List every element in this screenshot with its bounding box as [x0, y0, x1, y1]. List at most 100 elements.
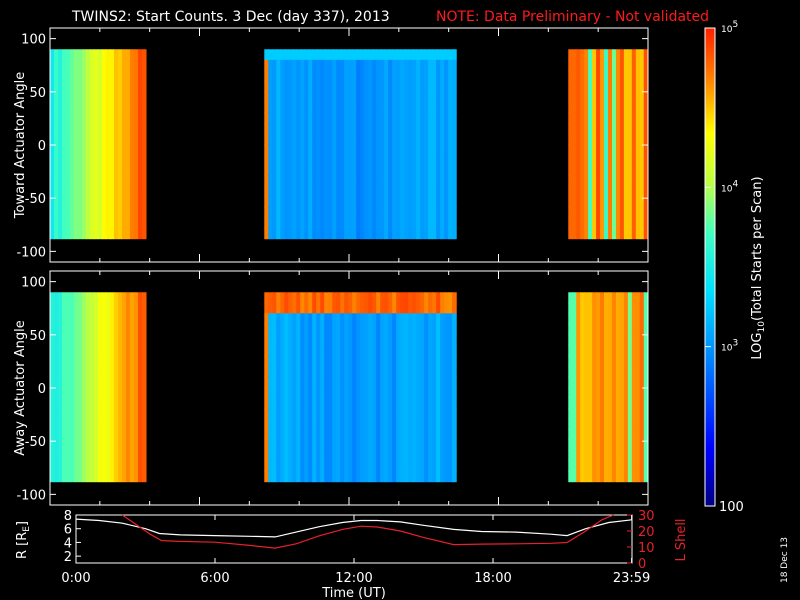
heatmap-cell	[292, 112, 297, 124]
heatmap-cell	[61, 175, 67, 187]
heatmap-cell	[332, 91, 337, 103]
heatmap-cell	[568, 207, 573, 219]
heatmap-cell	[400, 207, 405, 219]
heatmap-cell	[324, 323, 329, 335]
heatmap-cell	[264, 439, 269, 451]
heatmap-cell	[105, 471, 111, 483]
heatmap-cell	[276, 302, 281, 314]
heatmap-cell	[568, 439, 573, 451]
heatmap-cell	[412, 164, 417, 177]
heatmap-cell	[448, 154, 453, 166]
heatmap-cell	[129, 175, 135, 187]
heatmap-cell	[141, 112, 147, 124]
heatmap-cell	[280, 143, 285, 156]
heatmap-cell	[600, 49, 605, 61]
heatmap-cell	[336, 133, 341, 145]
heatmap-cell	[428, 228, 433, 240]
heatmap-cell	[452, 376, 457, 388]
heatmap-cell	[316, 164, 321, 177]
heatmap-cell	[117, 344, 123, 356]
heatmap-cell	[332, 450, 337, 462]
heatmap-cell	[77, 49, 83, 61]
heatmap-cell	[133, 133, 139, 145]
heatmap-cell	[600, 439, 605, 451]
heatmap-cell	[280, 407, 285, 420]
heatmap-cell	[631, 91, 637, 103]
heatmap-cell	[276, 175, 281, 187]
heatmap-cell	[336, 429, 341, 441]
heatmap-cell	[572, 49, 577, 61]
heatmap-cell	[141, 418, 147, 430]
heatmap-cell	[388, 80, 393, 92]
heatmap-cell	[320, 397, 325, 409]
heatmap-cell	[416, 439, 421, 451]
heatmap-cell	[448, 460, 453, 472]
heatmap-cell	[452, 365, 457, 378]
heatmap-cell	[380, 292, 385, 304]
heatmap-cell	[623, 143, 629, 156]
heatmap-cell	[296, 112, 301, 124]
heatmap-cell	[388, 49, 393, 61]
heatmap-cell	[65, 460, 71, 472]
heatmap-cell	[360, 228, 365, 240]
heatmap-cell	[580, 186, 585, 198]
heatmap-cell	[141, 101, 147, 113]
heatmap-cell	[125, 49, 131, 61]
heatmap-cell	[137, 217, 143, 229]
heatmap-cell	[380, 133, 385, 145]
heatmap-cell	[416, 334, 421, 346]
heatmap-cell	[619, 101, 625, 113]
heatmap-cell	[580, 91, 585, 103]
heatmap-cell	[615, 59, 621, 71]
heatmap-cell	[376, 429, 381, 441]
heatmap-cell	[137, 302, 143, 314]
heatmap-cell	[392, 122, 397, 135]
heatmap-cell	[316, 376, 321, 388]
heatmap-cell	[89, 49, 95, 61]
heatmap-cell	[304, 49, 309, 61]
heatmap-cell	[77, 376, 83, 388]
heatmap-cell	[420, 186, 425, 198]
heatmap-cell	[328, 186, 333, 198]
heatmap-cell	[272, 471, 277, 483]
heatmap-cell	[631, 355, 637, 367]
heatmap-cell	[328, 344, 333, 356]
heatmap-cell	[604, 376, 609, 388]
heatmap-cell	[619, 313, 625, 325]
heatmap-cell	[280, 133, 285, 145]
heatmap-cell	[61, 334, 67, 346]
heatmap-cell	[596, 196, 601, 208]
heatmap-cell	[452, 386, 457, 399]
heatmap-cell	[93, 323, 99, 335]
heatmap-cell	[420, 80, 425, 92]
heatmap-cell	[608, 228, 613, 240]
heatmap-cell	[432, 154, 437, 166]
heatmap-cell	[264, 418, 269, 430]
heatmap-cell	[141, 313, 147, 325]
heatmap-cell	[109, 49, 115, 61]
y-tick-label: 100	[21, 33, 46, 48]
heatmap-cell	[268, 164, 273, 177]
heatmap-cell	[420, 164, 425, 177]
heatmap-cell	[416, 196, 421, 208]
heatmap-cell	[420, 228, 425, 240]
heatmap-cell	[65, 376, 71, 388]
heatmap-cell	[623, 228, 629, 240]
heatmap-cell	[576, 460, 581, 472]
heatmap-cell	[280, 397, 285, 409]
heatmap-cell	[288, 112, 293, 124]
heatmap-cell	[344, 228, 349, 240]
heatmap-cell	[125, 122, 131, 135]
heatmap-cell	[376, 460, 381, 472]
heatmap-cell	[97, 122, 103, 135]
heatmap-cell	[420, 334, 425, 346]
heatmap-cell	[344, 186, 349, 198]
heatmap-cell	[436, 334, 441, 346]
heatmap-cell	[372, 450, 377, 462]
heatmap-cell	[312, 196, 317, 208]
heatmap-cell	[129, 471, 135, 483]
heatmap-cell	[320, 80, 325, 92]
heatmap-cell	[109, 133, 115, 145]
heatmap-cell	[344, 154, 349, 166]
